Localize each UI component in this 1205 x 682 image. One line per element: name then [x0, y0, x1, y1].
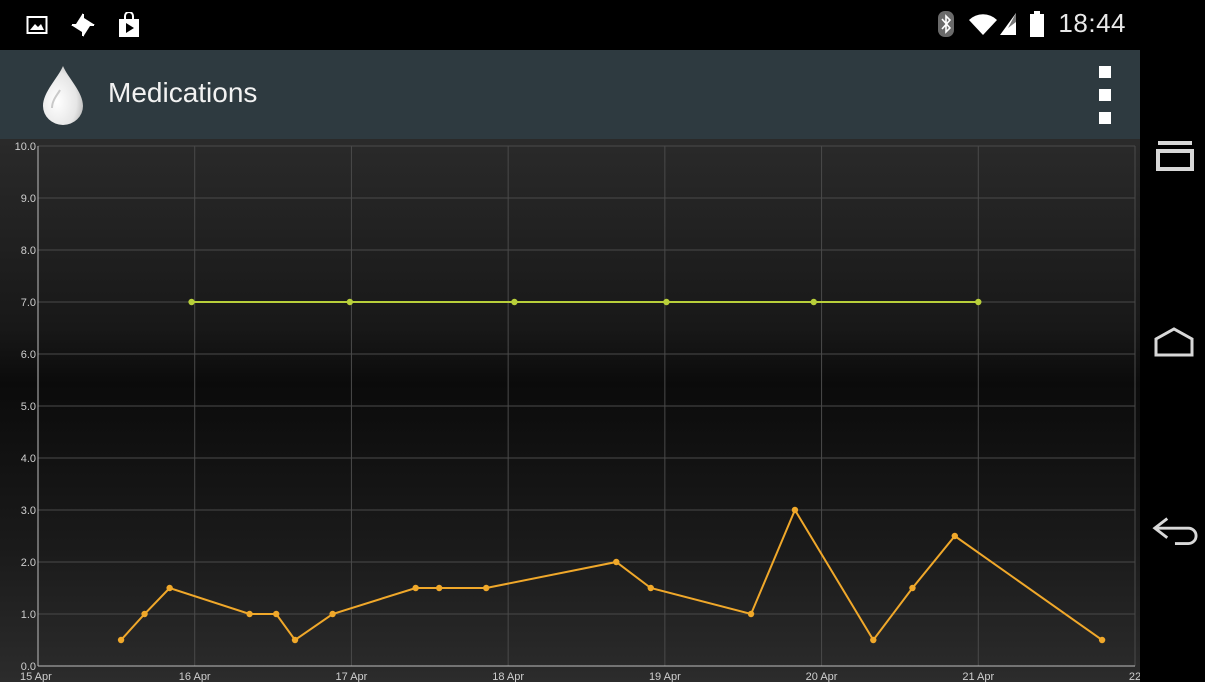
data-point — [291, 636, 299, 644]
menu-dot — [1099, 89, 1111, 101]
data-point — [188, 298, 195, 306]
x-tick-label: 20 Apr — [806, 671, 838, 682]
status-bar: 18:44 — [0, 0, 1140, 50]
navigation-bar — [1140, 0, 1205, 682]
data-point — [346, 298, 354, 306]
x-tick-label: 16 Apr — [179, 671, 211, 682]
data-point — [951, 532, 958, 540]
data-point — [870, 636, 877, 644]
data-point — [663, 298, 670, 306]
wifi-icon — [969, 13, 998, 35]
line-chart: 0.0 1.0 2.0 3.0 4.0 5.0 6.0 7.0 8.0 9.0 10.0 15 Apr… — [15, 141, 1140, 682]
y-tick-label: 8.0 — [21, 245, 36, 257]
data-point — [613, 558, 620, 566]
data-point — [329, 610, 336, 618]
overflow-menu-icon[interactable] — [1090, 66, 1120, 124]
signal-icon — [1000, 12, 1017, 35]
data-point — [166, 584, 173, 592]
y-tick-label: 2.0 — [21, 557, 36, 569]
medication-chart[interactable]: 0.0 1.0 2.0 3.0 4.0 5.0 6.0 7.0 8.0 9.0 10.0 15 Apr… — [0, 139, 1140, 682]
recent-apps-button[interactable] — [1150, 132, 1198, 180]
home-icon — [1154, 327, 1194, 357]
y-tick-label: 3.0 — [21, 505, 36, 517]
y-tick-label: 4.0 — [21, 453, 36, 465]
back-icon — [1152, 517, 1198, 545]
y-tick-label: 9.0 — [21, 193, 36, 205]
y-tick-label: 0.0 — [21, 661, 36, 673]
x-tick-label: 22 — [1129, 671, 1140, 682]
battery-icon — [1030, 10, 1045, 37]
data-point — [975, 298, 982, 306]
data-point — [273, 610, 280, 618]
back-button[interactable] — [1150, 508, 1198, 556]
bluetooth-icon — [938, 10, 955, 37]
data-point — [117, 636, 125, 644]
data-point — [1098, 636, 1106, 644]
x-tick-label: 17 Apr — [336, 671, 368, 682]
home-button[interactable] — [1150, 318, 1198, 366]
data-point — [246, 610, 253, 618]
data-point — [435, 584, 443, 592]
store-bag-icon — [119, 12, 139, 37]
y-tick-label: 5.0 — [21, 401, 36, 413]
notification-icons — [26, 12, 140, 38]
recent-apps-icon — [1156, 141, 1194, 171]
action-bar: Medications — [0, 50, 1140, 139]
pinwheel-app-icon — [71, 13, 95, 37]
data-point — [791, 506, 799, 514]
water-drop-icon[interactable] — [40, 64, 86, 126]
image-notification-icon — [26, 16, 48, 34]
y-tick-label: 1.0 — [21, 609, 36, 621]
data-point — [412, 584, 419, 592]
x-tick-label: 19 Apr — [649, 671, 681, 682]
data-point — [483, 584, 490, 592]
x-tick-label: 18 Apr — [492, 671, 524, 682]
y-tick-label: 6.0 — [21, 349, 36, 361]
data-point — [747, 610, 755, 618]
data-point — [511, 298, 518, 306]
data-point — [810, 298, 817, 306]
series-line — [120, 507, 1103, 642]
app-title: Medications — [108, 77, 258, 108]
system-indicators: 18:44 — [938, 8, 1126, 39]
data-point — [141, 610, 148, 618]
x-tick-label: 21 Apr — [962, 671, 994, 682]
y-tick-label: 7.0 — [21, 297, 36, 309]
menu-dot — [1099, 66, 1111, 78]
x-tick-label: 15 Apr — [20, 671, 52, 682]
data-point — [909, 584, 916, 592]
menu-dot — [1099, 112, 1111, 124]
data-point — [647, 584, 654, 592]
y-tick-label: 10.0 — [15, 141, 36, 153]
status-clock: 18:44 — [1058, 8, 1126, 38]
